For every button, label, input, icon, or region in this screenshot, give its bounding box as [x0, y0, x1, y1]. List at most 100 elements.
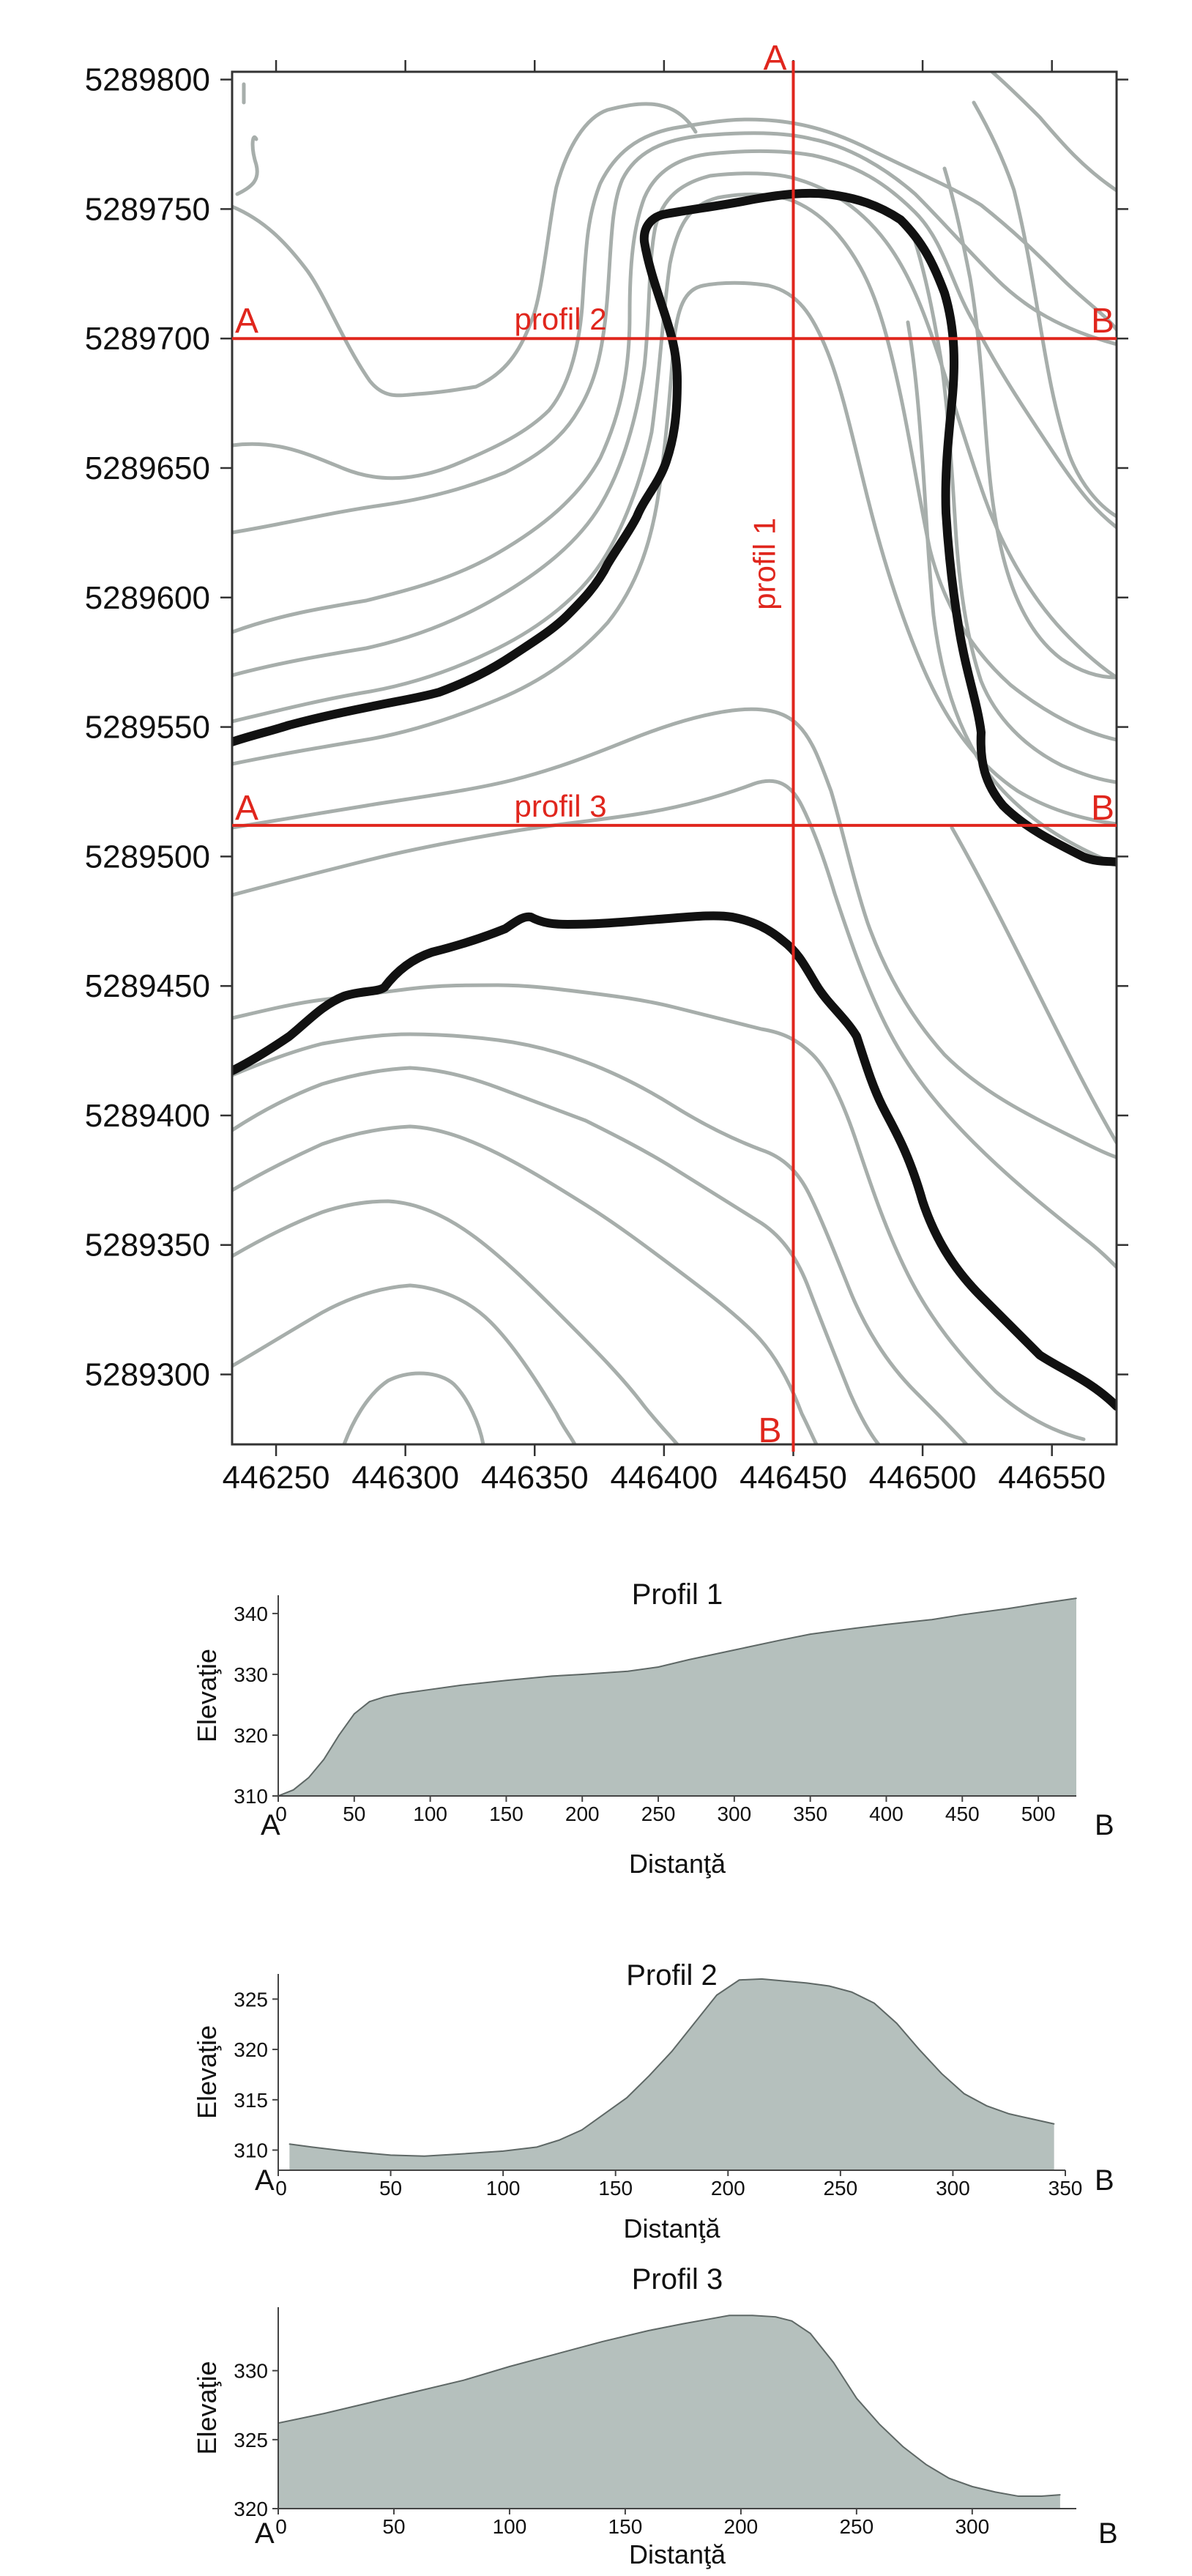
- elevation-point: [627, 1670, 629, 1672]
- elevation-point: [581, 2129, 583, 2131]
- elevation-point: [648, 2075, 650, 2076]
- x-tick-label: 50: [382, 2515, 405, 2538]
- x-tick-label: 150: [608, 2515, 643, 2538]
- y-axis-label: Elevaţie: [192, 1649, 222, 1742]
- elevation-point: [509, 2366, 510, 2367]
- map-x-tick-label: 446400: [610, 1460, 718, 1496]
- y-tick-label: 320: [234, 2038, 268, 2061]
- x-tick-label: 0: [275, 2515, 287, 2538]
- x-axis-label: Distanţă: [629, 2539, 726, 2569]
- elevation-point: [693, 2022, 696, 2024]
- contour-line: [232, 983, 1086, 1441]
- contour-map: 446250 446300 446350 446400 446450 446500 4465…: [85, 39, 1128, 1496]
- elevation-point: [603, 2113, 606, 2115]
- profile-1-start-label: A: [763, 39, 786, 78]
- contour-line: [906, 320, 1117, 866]
- elevation-point: [918, 2049, 920, 2050]
- elevation-point: [688, 1659, 690, 1660]
- map-y-tick-label: 5289650: [85, 450, 210, 486]
- elevation-point: [994, 2491, 997, 2493]
- profile-2-chart: Profil 2 Distanţă Elevaţie A B 0 50 100 150…: [192, 1959, 1114, 2243]
- x-tick-label: 350: [1048, 2177, 1083, 2200]
- map-x-tick-label: 446450: [740, 1460, 847, 1496]
- contour-line: [232, 1283, 577, 1444]
- elevation-point: [856, 2397, 857, 2399]
- profile-3-end-label: B: [1091, 789, 1114, 828]
- profile-2-name: profil 2: [515, 302, 607, 336]
- elevation-point: [390, 2154, 392, 2156]
- profile-3-name: profil 3: [515, 789, 607, 823]
- elevation-point: [761, 1978, 763, 1980]
- elevation-point: [658, 1666, 659, 1668]
- y-axis-label: Elevaţie: [192, 2025, 222, 2119]
- elevation-point: [308, 1777, 310, 1778]
- elevation-point: [931, 1619, 933, 1621]
- elevation-point: [368, 1701, 370, 1703]
- elevation-point: [354, 1713, 355, 1715]
- elevation-area: [278, 2315, 1060, 2509]
- elevation-point: [855, 1627, 857, 1629]
- y-tick-label: 320: [234, 1724, 268, 1747]
- profile-3-start-label: A: [235, 789, 258, 828]
- contour-line: [232, 1066, 881, 1444]
- x-tick-label: 450: [945, 1803, 980, 1825]
- map-y-tick-label: 5289350: [85, 1228, 210, 1263]
- x-tick-label: 300: [955, 2515, 989, 2538]
- x-tick-label: 250: [839, 2515, 873, 2538]
- elevation-point: [734, 1649, 735, 1651]
- contour-line: [942, 166, 1117, 680]
- elevation-point: [925, 2463, 927, 2465]
- map-frame: [231, 70, 1118, 1446]
- elevation-point: [809, 2332, 811, 2334]
- elevation-point: [457, 2153, 459, 2155]
- profile-1-end-label: B: [758, 1411, 781, 1450]
- elevation-point: [361, 1707, 362, 1709]
- elevation-point: [292, 1789, 294, 1791]
- contour-line: [232, 102, 698, 398]
- map-y-tick-label: 5289550: [85, 710, 210, 746]
- end-label: B: [1095, 1809, 1114, 1841]
- elevation-point: [751, 2315, 753, 2317]
- elevation-point: [961, 1614, 964, 1616]
- map-y-tick-label: 5289600: [85, 580, 210, 616]
- map-y-tick-label: 5289700: [85, 321, 210, 357]
- elevation-point: [581, 1674, 584, 1675]
- y-tick-label: 340: [234, 1603, 268, 1625]
- x-tick-label: 250: [641, 1803, 676, 1825]
- elevation-point: [423, 2155, 425, 2157]
- elevation-point: [1076, 1597, 1077, 1599]
- y-axis-label: Elevaţie: [192, 2361, 222, 2454]
- profile-1-chart: Profil 1 Distanţă Elevaţie A B 0 50 100 150…: [192, 1578, 1114, 1879]
- profile-1-name: profil 1: [747, 518, 781, 610]
- elevation-point: [809, 1633, 811, 1635]
- elevation-point: [429, 1688, 431, 1690]
- contour-line: [232, 131, 1117, 535]
- x-tick-label: 300: [936, 2177, 970, 2200]
- elevation-point: [370, 2402, 372, 2403]
- x-tick-label: 200: [565, 1803, 600, 1825]
- x-tick-label: 400: [869, 1803, 904, 1825]
- contour-line: [235, 82, 259, 196]
- contour-line: [232, 192, 1117, 742]
- x-tick-label: 500: [1021, 1803, 1056, 1825]
- elevation-point: [536, 2146, 538, 2148]
- index-contour-lower: [232, 911, 1117, 1411]
- elevation-point: [963, 2093, 965, 2095]
- y-tick-label: 330: [234, 1663, 268, 1686]
- x-tick-label: 50: [379, 2177, 402, 2200]
- elevation-point: [805, 1982, 808, 1984]
- y-tick-label: 315: [234, 2089, 268, 2112]
- contour-line: [232, 1199, 679, 1444]
- x-tick-label: 100: [486, 2177, 521, 2200]
- profile-2-end-label: B: [1091, 302, 1114, 341]
- elevation-point: [885, 1624, 887, 1625]
- elevation-point: [551, 1675, 553, 1677]
- x-tick-label: 200: [724, 2515, 759, 2538]
- elevation-point: [601, 2341, 603, 2342]
- elevation-point: [1031, 2118, 1032, 2120]
- map-y-tick-label: 5289500: [85, 839, 210, 875]
- elevation-point: [462, 2380, 464, 2381]
- profile-lines: A B profil 1 A B profil 2 A B profil 3: [232, 39, 1117, 1452]
- contour-line: [232, 1124, 819, 1444]
- elevation-point: [555, 2353, 556, 2355]
